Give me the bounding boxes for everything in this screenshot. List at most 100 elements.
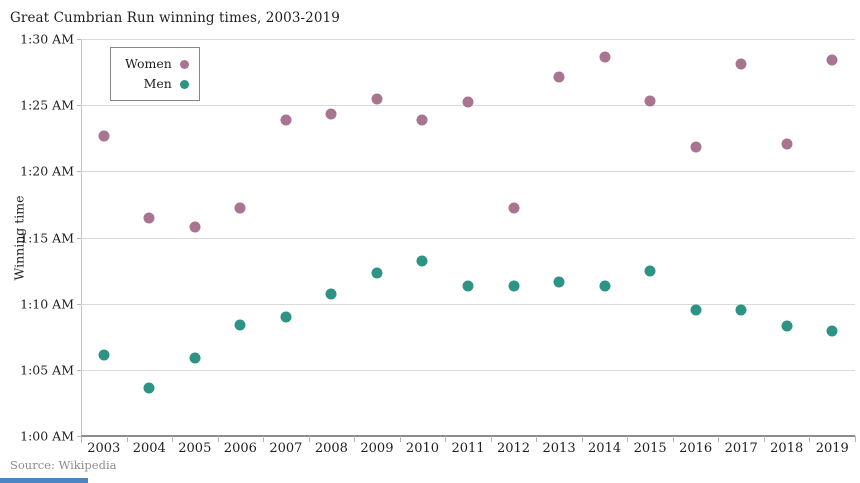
x-tick-mark: [399, 436, 401, 442]
data-point-women-2018[interactable]: [781, 138, 793, 150]
x-tick-mark: [581, 436, 583, 442]
data-point-women-2013[interactable]: [553, 71, 565, 83]
gridline-110am: [81, 303, 855, 305]
x-tick-mark: [217, 436, 219, 442]
data-point-men-2014[interactable]: [599, 280, 611, 292]
x-tick-mark: [763, 436, 765, 442]
x-tick-label: 2009: [360, 441, 394, 456]
data-point-men-2003[interactable]: [98, 349, 110, 361]
data-point-women-2009[interactable]: [371, 93, 383, 105]
gridline-130am: [81, 39, 855, 40]
x-tick-label: 2004: [132, 441, 166, 456]
x-tick-label: 2019: [815, 441, 849, 456]
data-point-women-2005[interactable]: [189, 221, 201, 233]
data-point-women-2017[interactable]: [735, 58, 747, 70]
data-point-women-2019[interactable]: [826, 54, 838, 66]
y-tick-label: 1:00 AM: [20, 428, 74, 444]
data-point-women-2015[interactable]: [644, 95, 656, 107]
x-tick-label: 2010: [405, 441, 440, 456]
legend-label-women: Women: [125, 56, 172, 71]
data-point-women-2014[interactable]: [599, 51, 611, 63]
legend: Women Men: [110, 47, 200, 101]
chart-title: Great Cumbrian Run winning times, 2003-2…: [10, 10, 340, 26]
data-point-women-2007[interactable]: [280, 114, 292, 126]
x-tick-mark: [490, 436, 492, 442]
data-point-women-2010[interactable]: [416, 114, 428, 126]
y-tick-mark: [77, 237, 81, 239]
data-point-men-2011[interactable]: [462, 280, 474, 292]
x-tick-label: 2007: [269, 441, 303, 456]
data-point-men-2012[interactable]: [508, 280, 520, 292]
x-tick-mark: [672, 436, 674, 442]
x-tick-label: 2003: [87, 441, 121, 456]
y-tick-label: 1:15 AM: [20, 230, 74, 245]
data-point-men-2009[interactable]: [371, 267, 383, 279]
x-tick-label: 2015: [633, 441, 667, 456]
data-point-women-2016[interactable]: [690, 141, 702, 153]
x-tick-label: 2012: [496, 441, 531, 456]
data-point-women-2003[interactable]: [98, 130, 110, 142]
x-tick-label: 2008: [314, 441, 348, 456]
x-tick-label: 2018: [770, 441, 804, 456]
data-point-men-2018[interactable]: [781, 320, 793, 332]
plot-area: [81, 39, 855, 437]
x-tick-mark: [536, 436, 538, 442]
x-tick-label: 2006: [223, 441, 257, 456]
y-tick-mark: [77, 105, 81, 107]
data-point-men-2015[interactable]: [644, 265, 656, 277]
gridline-105am: [81, 369, 855, 371]
x-tick-mark: [81, 436, 82, 442]
y-tick-label: 1:05 AM: [20, 362, 74, 378]
y-tick-label: 1:30 AM: [20, 31, 74, 47]
x-tick-mark: [809, 436, 811, 442]
x-tick-mark: [627, 436, 629, 442]
data-point-men-2007[interactable]: [280, 311, 292, 323]
bottom-blue-bar: [0, 478, 88, 483]
x-tick-label: 2016: [679, 441, 713, 456]
data-point-women-2008[interactable]: [325, 108, 337, 120]
x-tick-mark: [445, 436, 447, 442]
y-tick-mark: [77, 369, 81, 371]
x-tick-label: 2011: [451, 441, 485, 456]
x-tick-mark: [855, 436, 856, 442]
gridline-115am: [81, 237, 855, 239]
data-point-men-2016[interactable]: [690, 304, 702, 316]
data-point-men-2017[interactable]: [735, 304, 747, 316]
y-tick-label: 1:25 AM: [20, 97, 74, 113]
men-series-swatch-icon: [179, 79, 189, 89]
women-series-swatch-icon: [179, 59, 189, 69]
y-tick-label: 1:10 AM: [20, 296, 74, 312]
x-tick-label: 2005: [178, 441, 212, 456]
gridline-100am: [81, 435, 855, 437]
data-point-men-2004[interactable]: [143, 382, 155, 394]
data-point-men-2008[interactable]: [325, 288, 337, 300]
data-point-women-2004[interactable]: [143, 212, 155, 224]
data-point-men-2005[interactable]: [189, 352, 201, 364]
y-tick-mark: [77, 171, 81, 173]
data-point-women-2006[interactable]: [234, 202, 246, 214]
x-tick-mark: [126, 436, 128, 442]
data-point-men-2013[interactable]: [553, 276, 565, 288]
y-axis-line: [81, 39, 82, 443]
legend-label-men: Men: [143, 76, 172, 91]
x-tick-label: 2017: [724, 441, 758, 456]
x-tick-label: 2013: [542, 441, 576, 456]
source-attribution: Source: Wikipedia: [10, 458, 117, 472]
gridline-120am: [81, 171, 855, 173]
data-point-women-2012[interactable]: [508, 202, 520, 214]
x-tick-mark: [172, 436, 174, 442]
x-tick-mark: [354, 436, 356, 442]
data-point-men-2010[interactable]: [416, 255, 428, 267]
data-point-men-2006[interactable]: [234, 319, 246, 331]
legend-item-women: Women: [125, 54, 189, 74]
data-point-men-2019[interactable]: [826, 325, 838, 337]
x-tick-mark: [308, 436, 310, 442]
legend-item-men: Men: [125, 74, 189, 94]
y-tick-mark: [77, 39, 81, 40]
x-tick-mark: [718, 436, 720, 442]
y-tick-mark: [77, 436, 81, 437]
x-tick-label: 2014: [588, 441, 622, 456]
y-tick-label: 1:20 AM: [20, 163, 74, 179]
y-tick-mark: [77, 303, 81, 305]
data-point-women-2011[interactable]: [462, 96, 474, 108]
